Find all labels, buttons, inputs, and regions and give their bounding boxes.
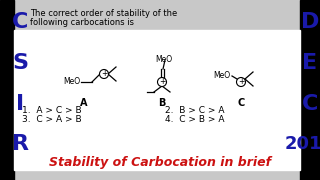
Text: MeO: MeO [155, 55, 172, 64]
Text: following carbocations is: following carbocations is [30, 18, 134, 27]
Bar [14, 30, 300, 170]
Text: 1.  A > C > B: 1. A > C > B [22, 106, 82, 115]
Text: +: + [159, 78, 165, 87]
Text: MeO: MeO [213, 71, 230, 80]
Text: C: C [237, 98, 244, 108]
Text: +: + [101, 69, 107, 78]
Text: B: B [158, 98, 166, 108]
Text: I: I [16, 94, 24, 114]
Text: 2017: 2017 [285, 135, 320, 153]
Text: D: D [301, 12, 319, 32]
Text: S: S [12, 53, 28, 73]
Text: +: + [238, 78, 244, 87]
Text: Stability of Carbocation in brief: Stability of Carbocation in brief [49, 156, 271, 169]
Text: 3.  C > A > B: 3. C > A > B [22, 115, 82, 124]
Bar [0, 0, 14, 180]
Text: C: C [302, 94, 318, 114]
Circle shape [100, 69, 108, 78]
Text: R: R [12, 134, 28, 154]
Circle shape [157, 78, 166, 87]
Text: A: A [80, 98, 88, 108]
Text: 4.  C > B > A: 4. C > B > A [165, 115, 225, 124]
Text: The correct order of stability of the: The correct order of stability of the [30, 9, 177, 18]
Bar [300, 0, 320, 180]
Text: C: C [12, 12, 28, 32]
Text: 2.  B > C > A: 2. B > C > A [165, 106, 225, 115]
Text: E: E [302, 53, 317, 73]
Circle shape [236, 78, 245, 87]
Text: MeO: MeO [63, 78, 80, 87]
